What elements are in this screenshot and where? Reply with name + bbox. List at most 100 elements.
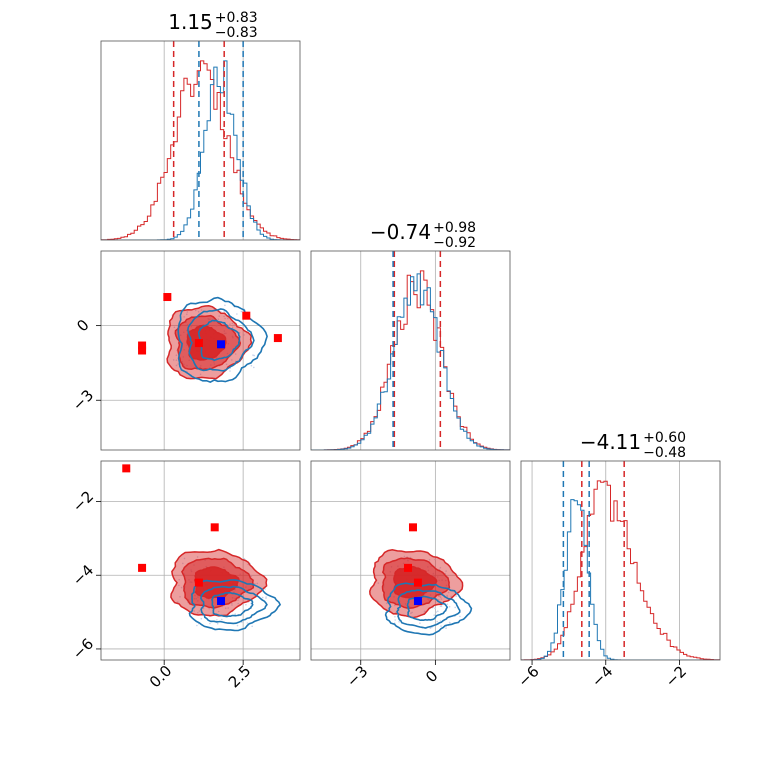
sample-point	[394, 604, 396, 607]
sample-point	[253, 366, 255, 369]
sample-point	[231, 602, 233, 605]
marker-blue	[413, 597, 422, 606]
sample-point	[434, 558, 436, 561]
histogram-panel	[521, 461, 720, 660]
sample-point	[237, 602, 239, 605]
sample-point	[227, 317, 229, 320]
sample-point	[172, 359, 175, 361]
sample-point	[233, 324, 236, 326]
sample-point	[217, 610, 220, 613]
sample-point	[450, 595, 453, 598]
marker-red	[194, 578, 203, 587]
sample-point	[223, 315, 225, 318]
sample-point	[196, 624, 198, 627]
contour-frame	[100, 460, 301, 661]
sample-point	[199, 373, 202, 376]
contour-blue	[200, 585, 268, 625]
sample-point	[446, 595, 449, 597]
sample-point	[240, 310, 243, 313]
marker-red	[210, 523, 219, 532]
x-tick-label: −4	[588, 662, 616, 690]
sample-point	[198, 610, 201, 612]
sample-point	[429, 627, 432, 629]
histogram-red	[521, 480, 720, 660]
x-tick-label: 2.5	[225, 662, 255, 692]
sample-point	[437, 610, 439, 612]
sample-point	[236, 313, 238, 315]
sample-point	[440, 598, 443, 600]
marker-red	[408, 523, 417, 532]
marker-red	[242, 311, 251, 320]
marker-blue	[217, 340, 226, 349]
sample-point	[231, 322, 234, 325]
panel-title-lower: −0.92	[433, 235, 476, 251]
sample-point	[186, 313, 188, 316]
sample-point	[455, 595, 458, 597]
sample-point	[261, 596, 264, 599]
contour-blue	[187, 308, 255, 372]
contour-blue	[384, 582, 473, 636]
sample-point	[183, 316, 185, 318]
sample-point	[216, 622, 219, 625]
sample-point	[224, 607, 227, 609]
sample-point	[234, 613, 236, 615]
sample-point	[224, 317, 226, 320]
histogram-blue	[521, 499, 720, 660]
contour-blue	[177, 296, 268, 383]
sample-point	[196, 556, 199, 558]
sample-point	[440, 605, 443, 608]
histogram-frame	[310, 250, 511, 451]
sample-point	[398, 621, 400, 623]
sample-point	[440, 625, 442, 627]
sample-point	[224, 304, 226, 307]
sample-point	[245, 603, 247, 606]
marker-red	[138, 563, 147, 572]
sample-point	[200, 309, 203, 311]
marker-red	[163, 293, 172, 302]
sample-point	[439, 566, 442, 569]
sample-point	[229, 370, 231, 372]
sample-point	[202, 607, 205, 610]
sample-point	[231, 359, 233, 361]
sample-point	[177, 601, 179, 603]
sample-point	[175, 364, 178, 367]
contour-blue	[396, 589, 461, 629]
sample-point	[193, 610, 196, 612]
histogram-frame	[100, 40, 301, 241]
contour-panel	[101, 461, 300, 660]
sample-point	[183, 557, 186, 560]
sample-point	[225, 363, 228, 366]
sample-point	[435, 611, 438, 613]
sample-point	[234, 353, 237, 355]
sample-point	[178, 584, 180, 587]
y-tick-label: −2	[69, 487, 97, 515]
x-tick-label: 0.0	[146, 662, 176, 692]
y-tick-label: −4	[69, 561, 97, 589]
sample-point	[251, 625, 253, 628]
sample-point	[186, 311, 189, 313]
sample-point	[253, 354, 255, 357]
sample-point	[410, 612, 412, 614]
sample-point	[237, 599, 239, 601]
panel-title-lower: −0.48	[643, 445, 686, 461]
sample-point	[449, 621, 451, 624]
sample-point	[252, 354, 254, 356]
sample-point	[243, 334, 245, 336]
contour-frame	[310, 460, 511, 661]
sample-point	[386, 602, 388, 605]
sample-point	[231, 326, 234, 329]
marker-red	[138, 346, 147, 355]
sample-point	[218, 315, 220, 317]
sample-point	[236, 624, 239, 627]
sample-point	[180, 586, 183, 589]
sample-point	[445, 570, 447, 572]
sample-point	[200, 617, 203, 620]
histogram-red	[101, 60, 300, 240]
plot-content: 1.15 +0.83−0.83−0.74 +0.98−0.92−4.11 +0.60−…	[69, 10, 721, 692]
contour-frame	[100, 250, 301, 451]
sample-point	[428, 559, 431, 561]
contour-red	[186, 324, 227, 361]
sample-point	[250, 364, 253, 367]
histogram-panel	[101, 41, 300, 240]
sample-point	[231, 604, 233, 606]
